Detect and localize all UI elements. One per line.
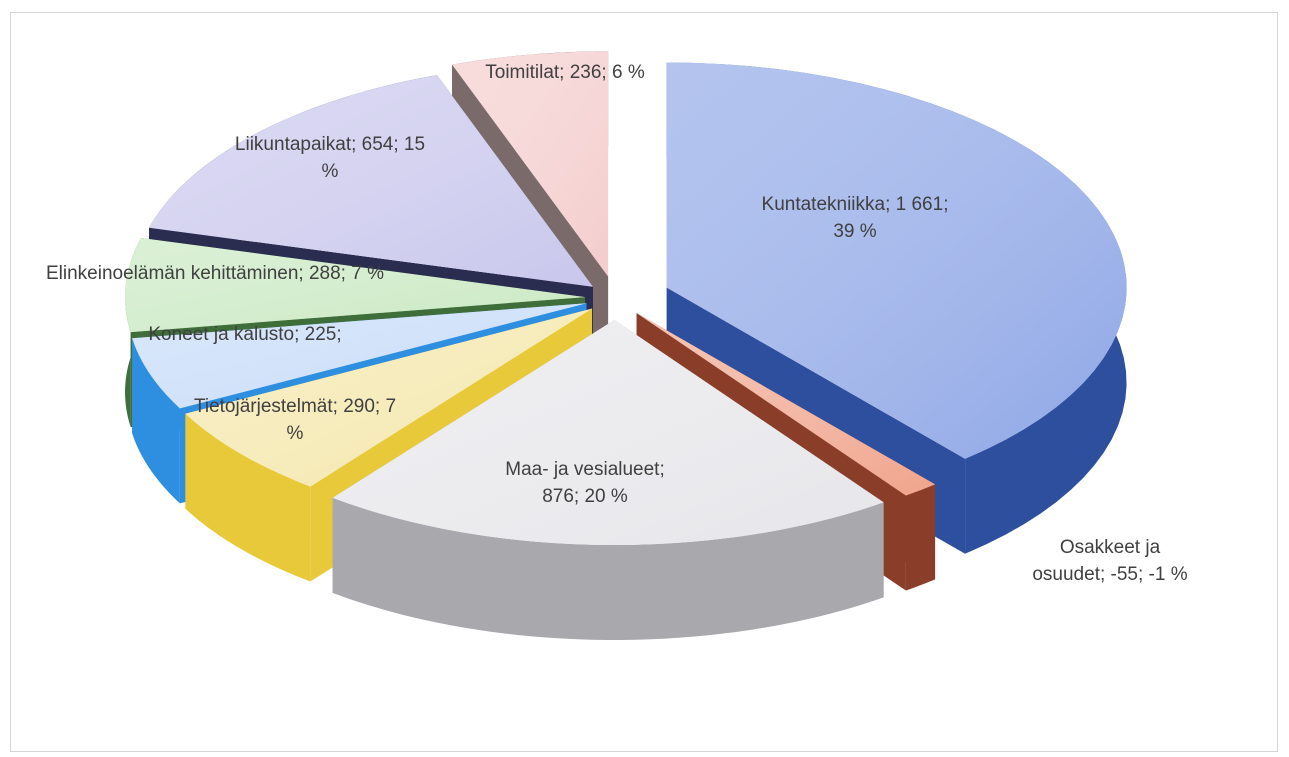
slice-highlight bbox=[452, 51, 609, 277]
slice-label-4: Koneet ja kalusto; 225; bbox=[148, 324, 341, 345]
slice-highlight bbox=[636, 313, 936, 496]
slice-label-2: Maa- ja vesialueet; 876; 20 % bbox=[505, 459, 664, 507]
pie-slice-0 bbox=[666, 62, 1127, 554]
slice-highlight bbox=[185, 308, 593, 487]
pie-slice-2 bbox=[332, 319, 884, 640]
slice-rim bbox=[132, 338, 180, 504]
slice-label-0: Kuntatekniikka; 1 661; 39 % bbox=[762, 194, 949, 242]
slice-highlight bbox=[125, 238, 586, 333]
slice-highlight bbox=[332, 319, 884, 545]
slice-rim bbox=[905, 484, 936, 591]
slice-highlight bbox=[149, 75, 593, 287]
slice-highlight bbox=[132, 303, 587, 409]
slice-rim bbox=[332, 497, 884, 640]
slice-label-7: Toimitilat; 236; 6 % bbox=[485, 62, 645, 83]
slice-highlight bbox=[666, 62, 1127, 459]
slice-rim bbox=[185, 413, 311, 582]
slice-label-3: Tietojärjestelmät; 290; 7% bbox=[194, 396, 396, 444]
slice-label-1: Osakkeet ja osuudet; -55; -1 % bbox=[1032, 537, 1187, 585]
slice-label-6: Liikuntapaikat; 654; 15% bbox=[235, 134, 425, 182]
slice-label-5: Elinkeinoelämän kehittäminen; 288; 7 % bbox=[46, 263, 384, 284]
